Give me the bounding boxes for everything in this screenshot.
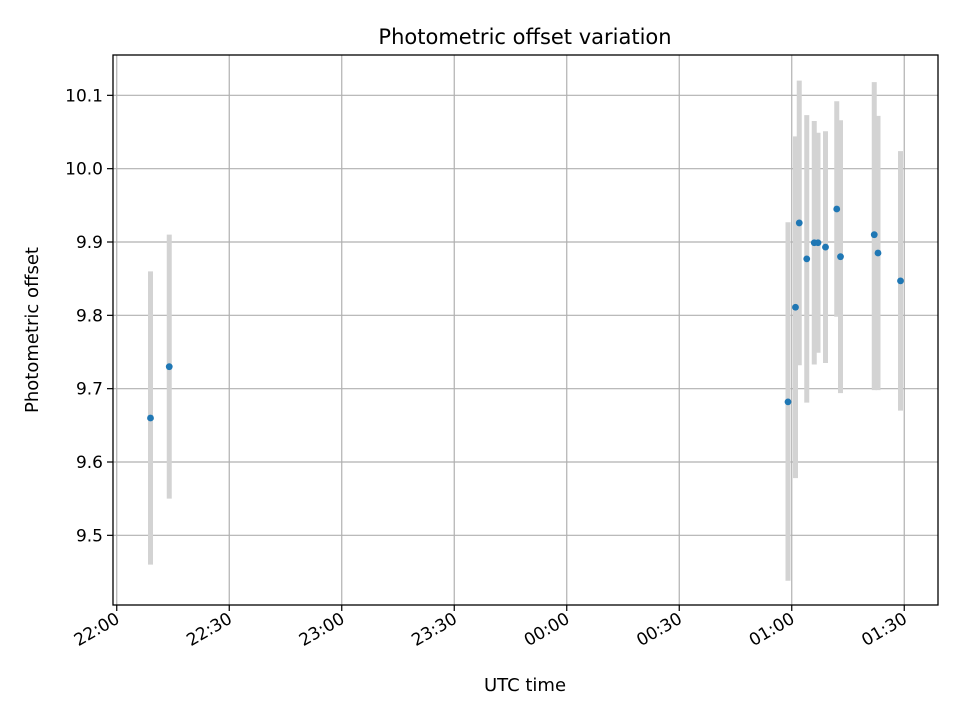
data-point <box>870 231 878 239</box>
y-tick-label: 10.0 <box>65 160 103 180</box>
data-point <box>822 243 829 251</box>
y-tick-label: 10.1 <box>65 86 103 106</box>
data-point <box>833 205 841 213</box>
data-point <box>897 277 904 285</box>
data-point <box>837 253 844 261</box>
y-tick-label: 9.7 <box>76 380 103 400</box>
plot-frame <box>112 54 939 606</box>
data-point <box>165 363 173 371</box>
grid-layer <box>113 55 938 605</box>
data-point <box>792 303 799 311</box>
y-tick-label: 9.6 <box>76 453 103 473</box>
y-axis-label: Photometric offset <box>22 247 43 413</box>
y-tick-label: 9.8 <box>76 306 103 326</box>
chart-title: Photometric offset variation <box>378 25 671 49</box>
data-point <box>784 398 792 406</box>
data-point <box>795 219 803 227</box>
data-point <box>147 414 154 422</box>
data-point <box>874 249 882 257</box>
x-axis-label: UTC time <box>484 675 566 696</box>
data-point <box>814 239 822 247</box>
data-point <box>803 255 811 263</box>
y-tick-label: 9.5 <box>76 526 103 546</box>
data-point-layer <box>147 205 904 422</box>
y-tick-label: 9.9 <box>76 233 103 253</box>
